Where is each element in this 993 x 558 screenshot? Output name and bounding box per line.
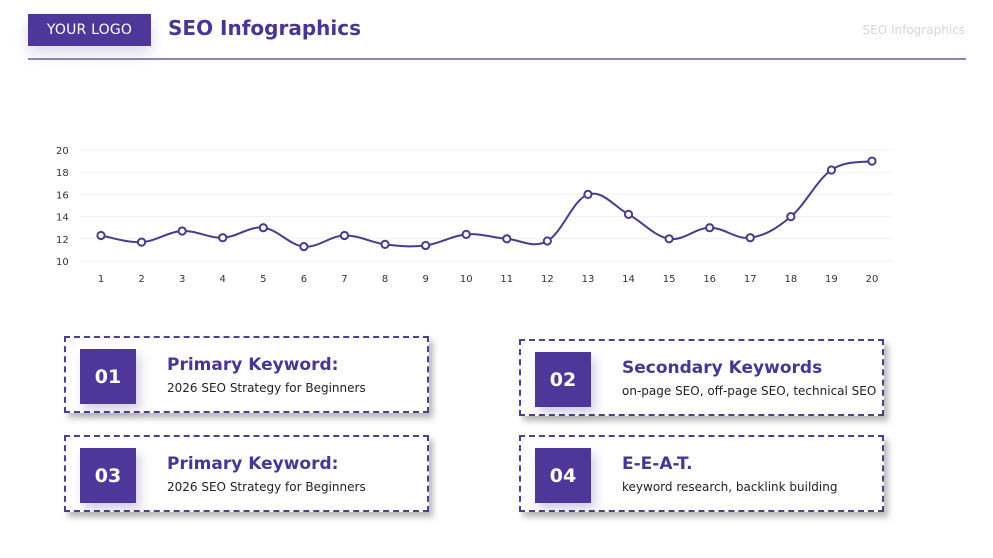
data-point-marker [461, 229, 471, 239]
x-tick-label: 18 [784, 274, 797, 285]
x-tick-label: 6 [301, 274, 307, 285]
data-point-marker [299, 241, 309, 252]
data-point-marker [136, 237, 147, 247]
x-tick-label: 3 [179, 274, 185, 285]
info-card-4: 04 E-E-A-T. keyword research, backlink b… [519, 435, 884, 512]
data-point-marker [380, 239, 390, 249]
header-divider [28, 58, 966, 60]
x-tick-label: 7 [341, 274, 347, 285]
data-point-marker [502, 234, 512, 244]
data-point-marker [583, 189, 593, 200]
x-tick-label: 10 [460, 274, 473, 285]
data-point-marker [705, 223, 715, 233]
x-tick-label: 12 [541, 274, 554, 285]
data-point-marker [218, 233, 228, 243]
logo: YOUR LOGO [28, 14, 151, 46]
header-right-title: SEO Infographics [862, 23, 965, 37]
x-tick-label: 9 [422, 274, 428, 285]
card-number-badge: 02 [535, 352, 591, 407]
x-tick-label: 16 [703, 274, 716, 285]
data-point-marker [177, 226, 187, 236]
data-point-marker [258, 223, 268, 233]
card-subtitle: keyword research, backlink building [622, 480, 838, 494]
data-point-marker [339, 230, 350, 241]
x-tick-label: 15 [663, 274, 676, 285]
x-tick-label: 8 [382, 274, 388, 285]
info-card-3: 03 Primary Keyword: 2026 SEO Strategy fo… [64, 435, 429, 512]
info-card-1: 01 Primary Keyword: 2026 SEO Strategy fo… [64, 336, 429, 413]
card-title: Secondary Keywords [622, 358, 823, 378]
data-point-marker [623, 209, 634, 219]
x-tick-label: 1 [98, 274, 104, 285]
card-title: Primary Keyword: [167, 454, 339, 474]
card-title: Primary Keyword: [167, 355, 339, 375]
info-card-2: 02 Secondary Keywords on-page SEO, off-p… [519, 339, 884, 416]
x-tick-label: 19 [825, 274, 838, 285]
x-tick-label: 20 [866, 274, 879, 285]
y-tick-label: 14 [56, 213, 69, 224]
x-tick-label: 4 [220, 274, 226, 285]
data-line [100, 160, 873, 248]
card-number-badge: 03 [80, 448, 136, 503]
card-number-badge: 01 [80, 349, 136, 404]
card-number-badge: 04 [535, 448, 591, 503]
data-point-marker [786, 212, 796, 222]
page-title: SEO Infographics [168, 16, 361, 40]
data-point-marker [96, 230, 106, 241]
y-tick-label: 10 [56, 257, 69, 268]
y-tick-label: 18 [56, 168, 69, 179]
x-tick-label: 11 [500, 274, 513, 285]
data-point-marker [664, 234, 674, 244]
x-tick-label: 14 [622, 274, 635, 285]
data-point-marker [542, 236, 552, 246]
y-tick-label: 16 [56, 190, 69, 201]
x-tick-label: 17 [744, 274, 757, 285]
card-title: E-E-A-T. [622, 454, 693, 474]
data-point-marker [867, 156, 877, 166]
x-tick-label: 13 [582, 274, 595, 285]
data-point-marker [745, 233, 755, 243]
x-tick-label: 5 [260, 274, 266, 285]
card-subtitle: 2026 SEO Strategy for Beginners [167, 381, 366, 395]
data-point-marker [421, 240, 431, 251]
card-subtitle: on-page SEO, off-page SEO, technical SEO [622, 384, 877, 398]
y-tick-label: 20 [56, 146, 69, 157]
card-subtitle: 2026 SEO Strategy for Beginners [167, 480, 366, 494]
y-tick-label: 12 [56, 235, 69, 246]
data-point-marker [826, 165, 837, 175]
x-tick-label: 2 [138, 274, 144, 285]
